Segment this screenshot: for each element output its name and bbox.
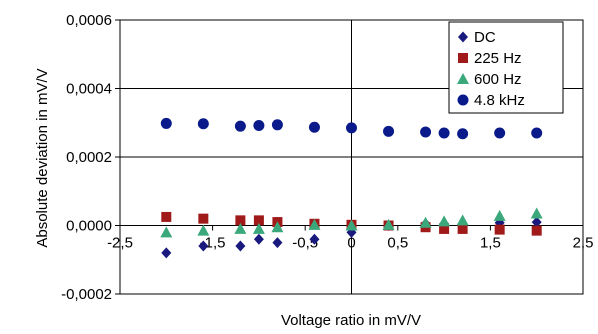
legend-marker-square [458, 53, 468, 63]
data-points [160, 117, 543, 259]
data-point-triangle [493, 209, 506, 221]
legend-marker-circle [457, 94, 469, 106]
data-point-circle [531, 127, 543, 139]
data-point-circle [383, 125, 395, 137]
data-point-circle [253, 119, 265, 131]
legend-label: 4.8 kHz [474, 92, 525, 109]
legend: DC 225 Hz 600 Hz 4.8 kHz [448, 21, 564, 114]
data-point-triangle [197, 224, 210, 236]
data-point-circle [457, 128, 469, 140]
data-point-triangle [252, 222, 265, 234]
legend-item: DC [458, 29, 496, 46]
legend-label: 600 Hz [474, 71, 522, 88]
series-circle [160, 117, 543, 140]
data-point-square [198, 213, 209, 224]
data-point-triangle [438, 215, 451, 227]
legend-marker-diamond [458, 31, 468, 43]
data-point-triangle [419, 216, 432, 228]
data-point-square [457, 223, 468, 234]
data-point-circle [438, 127, 450, 139]
y-tick-labels: -0,0002 0,0000 0,0002 0,0004 0,0006 [61, 12, 112, 303]
data-point-circle [346, 122, 357, 134]
data-point-circle [160, 117, 172, 129]
y-axis-label: Absolute deviation in mV/V [34, 68, 51, 247]
data-point-square [235, 215, 246, 226]
data-point-circle [308, 121, 320, 133]
data-point-square [494, 224, 505, 235]
x-tick-label-4: 0,5 [387, 235, 408, 252]
series-triangle [160, 207, 543, 238]
data-point-diamond [161, 247, 172, 259]
legend-item: 600 Hz [457, 71, 522, 88]
data-point-diamond [531, 216, 542, 228]
data-point-triangle [234, 222, 247, 234]
data-point-diamond [198, 240, 209, 252]
data-point-triangle [160, 226, 173, 238]
y-tick-label-3: 0,0004 [66, 81, 112, 98]
data-point-circle [494, 127, 506, 139]
x-tick-label-5: 1,5 [480, 235, 501, 252]
data-point-circle [197, 118, 209, 130]
x-tick-label-6: 2,5 [573, 235, 594, 252]
data-point-triangle [456, 214, 469, 226]
data-point-circle [234, 120, 246, 132]
data-point-triangle [308, 218, 321, 230]
x-tick-labels: -2,5 -1,5 -0,5 0 0,5 1,5 2,5 [107, 235, 593, 252]
data-point-square [439, 223, 450, 234]
data-point-diamond [253, 233, 264, 245]
y-tick-label-2: 0,0002 [66, 149, 112, 166]
legend-marker-triangle [457, 73, 469, 84]
data-point-triangle [530, 207, 543, 219]
x-tick-label-3: 0 [347, 235, 355, 252]
data-point-diamond [309, 233, 320, 245]
legend-label: 225 Hz [474, 50, 522, 67]
data-point-triangle [271, 221, 284, 233]
x-tick-label-0: -2,5 [107, 235, 133, 252]
y-tick-label-4: 0,0006 [66, 12, 112, 29]
data-point-circle [271, 119, 283, 131]
data-point-diamond [272, 237, 283, 249]
data-point-triangle [345, 219, 358, 231]
data-point-triangle [382, 218, 395, 230]
legend-item: 4.8 kHz [457, 92, 525, 109]
y-tick-label-0: -0,0002 [61, 286, 112, 303]
legend-label: DC [474, 29, 496, 46]
data-point-circle [420, 126, 432, 138]
data-point-diamond [235, 240, 246, 252]
legend-item: 225 Hz [458, 50, 522, 67]
data-point-square [161, 211, 172, 222]
data-point-square [253, 215, 264, 226]
x-axis-label: Voltage ratio in mV/V [281, 312, 421, 329]
y-tick-label-1: 0,0000 [66, 218, 112, 235]
data-point-square [531, 225, 542, 236]
